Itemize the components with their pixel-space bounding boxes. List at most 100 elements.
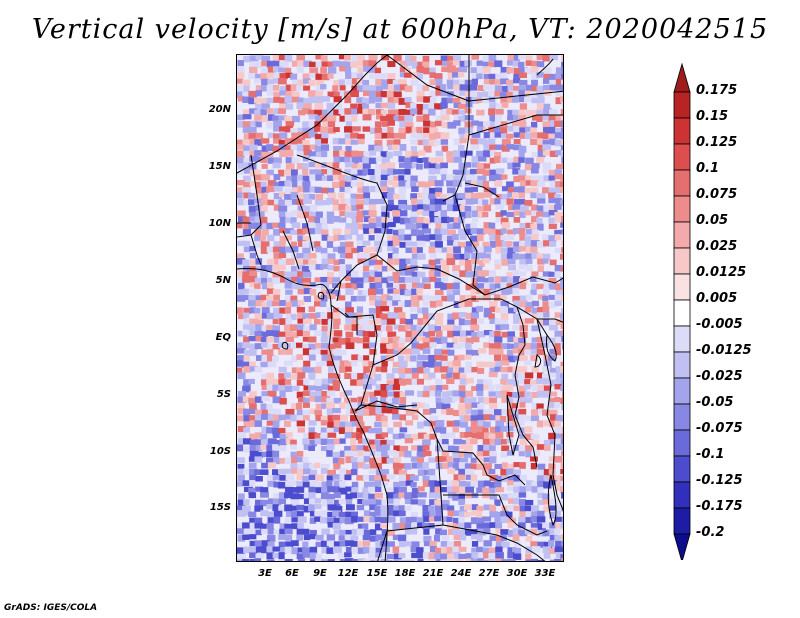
field-cell <box>537 294 547 300</box>
field-cell <box>326 241 334 248</box>
field-cell <box>363 228 371 234</box>
field-cell <box>422 294 430 301</box>
field-cell <box>285 84 295 92</box>
field-cell <box>447 67 456 73</box>
field-cell <box>339 349 347 355</box>
field-cell <box>477 396 485 403</box>
field-cell <box>446 541 456 549</box>
field-cell <box>405 480 414 486</box>
field-cell <box>501 139 511 146</box>
field-cell <box>422 234 431 242</box>
field-cell <box>410 108 418 115</box>
footer-credit: GrADS: IGES/COLA <box>4 603 98 613</box>
colorbar-level-label: 0.175 <box>696 83 738 98</box>
field-cell <box>452 372 461 380</box>
field-cell <box>261 186 270 193</box>
field-cell <box>302 438 309 445</box>
field-cell <box>315 312 325 318</box>
field-cell <box>483 192 492 198</box>
field-cell <box>333 307 340 314</box>
field-cell <box>470 349 479 356</box>
field-cell <box>560 253 563 260</box>
field-cell <box>237 360 243 367</box>
field-cell <box>374 325 382 333</box>
field-cell <box>446 199 454 206</box>
field-cell <box>453 84 463 91</box>
field-cell <box>314 126 322 132</box>
field-cell <box>471 73 479 81</box>
field-cell <box>386 439 395 446</box>
field-cell <box>284 372 291 379</box>
field-cell <box>248 391 257 398</box>
field-cell <box>423 342 433 348</box>
field-cell <box>243 85 250 92</box>
field-cell <box>410 180 417 187</box>
field-cell <box>254 169 261 177</box>
field-cell <box>243 246 251 253</box>
field-cell <box>500 91 507 99</box>
field-cell <box>423 528 430 535</box>
field-cell <box>470 228 478 235</box>
field-cell <box>345 264 352 271</box>
field-cell <box>297 397 306 403</box>
field-cell <box>452 480 459 486</box>
field-cell <box>417 522 425 528</box>
field-cell <box>327 366 334 373</box>
field-cell <box>254 289 261 296</box>
field-cell <box>536 139 545 145</box>
field-cell <box>362 324 371 331</box>
field-cell <box>285 534 293 541</box>
field-cell <box>416 126 423 134</box>
field-cell <box>345 511 352 518</box>
field-cell <box>440 553 449 560</box>
field-cell <box>278 115 287 121</box>
field-cell <box>291 468 298 474</box>
field-cell <box>428 175 437 183</box>
field-cell <box>308 354 316 361</box>
field-cell <box>422 462 429 470</box>
field-cell <box>519 180 527 187</box>
field-cell <box>255 475 263 482</box>
field-cell <box>488 547 497 554</box>
field-cell <box>525 535 533 542</box>
field-cell <box>495 541 504 548</box>
field-cell <box>320 295 328 302</box>
field-cell <box>542 253 551 261</box>
field-cell <box>416 462 424 469</box>
field-cell <box>302 228 310 234</box>
field-cell <box>470 186 478 192</box>
field-cell <box>393 553 402 560</box>
field-cell <box>434 157 444 165</box>
field-cell <box>393 258 402 265</box>
field-cell <box>506 288 515 295</box>
field-cell <box>543 204 551 212</box>
field-cell <box>243 145 250 152</box>
field-cell <box>321 132 329 140</box>
field-cell <box>242 324 251 330</box>
field-cell <box>351 546 360 554</box>
field-cell <box>446 174 456 181</box>
field-cell <box>447 313 456 320</box>
field-cell <box>410 229 418 237</box>
field-cell <box>507 426 517 432</box>
field-cell <box>465 192 474 200</box>
field-cell <box>477 318 484 324</box>
field-cell <box>416 336 426 342</box>
colorbar-level-label: 0.005 <box>696 291 738 306</box>
field-cell <box>507 192 517 198</box>
field-cell <box>392 205 402 212</box>
field-cell <box>375 73 383 79</box>
field-cell <box>512 403 519 409</box>
field-cell <box>272 115 279 121</box>
field-cell <box>518 522 526 529</box>
field-cell <box>524 163 533 171</box>
field-cell <box>446 342 455 348</box>
field-cell <box>429 97 437 104</box>
field-cell <box>524 529 534 535</box>
field-cell <box>333 355 342 363</box>
field-cell <box>326 444 335 450</box>
field-cell <box>284 138 293 145</box>
field-cell <box>344 228 352 235</box>
field-cell <box>477 558 484 561</box>
field-cell <box>543 439 551 447</box>
